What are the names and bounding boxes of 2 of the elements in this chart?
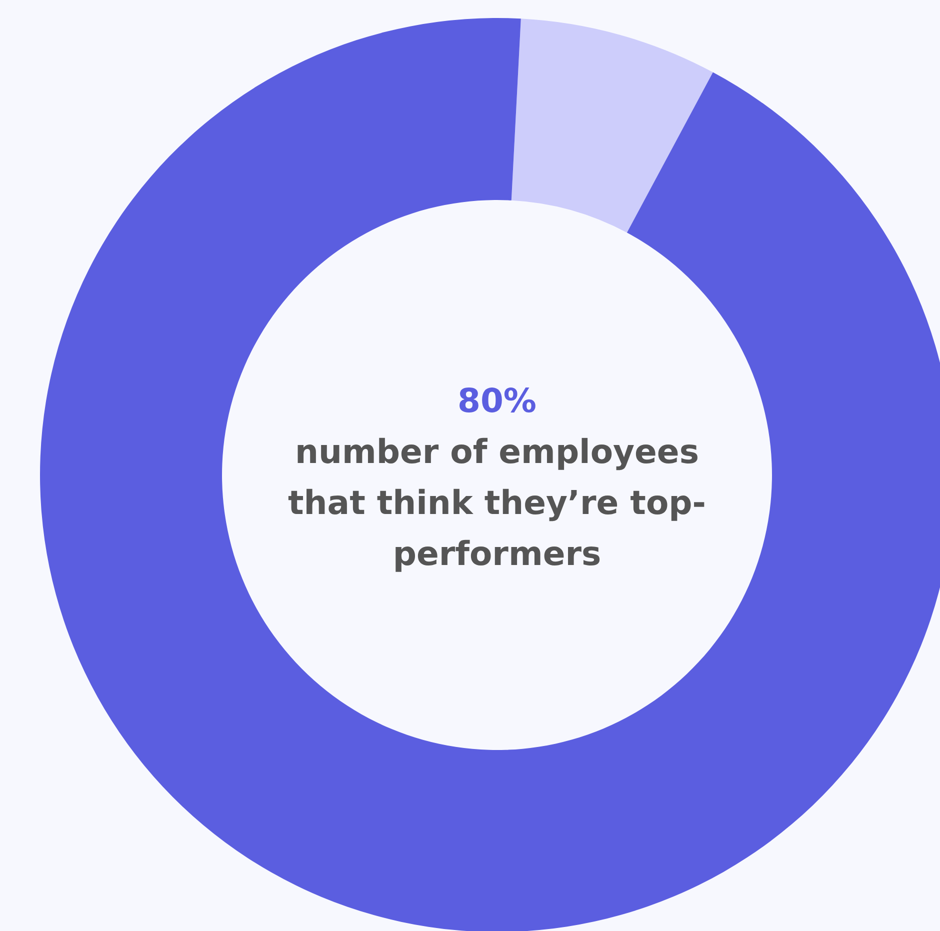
text: 80% xyxy=(456,380,538,422)
text: number of employees that think they’re top-performers xyxy=(287,431,707,575)
